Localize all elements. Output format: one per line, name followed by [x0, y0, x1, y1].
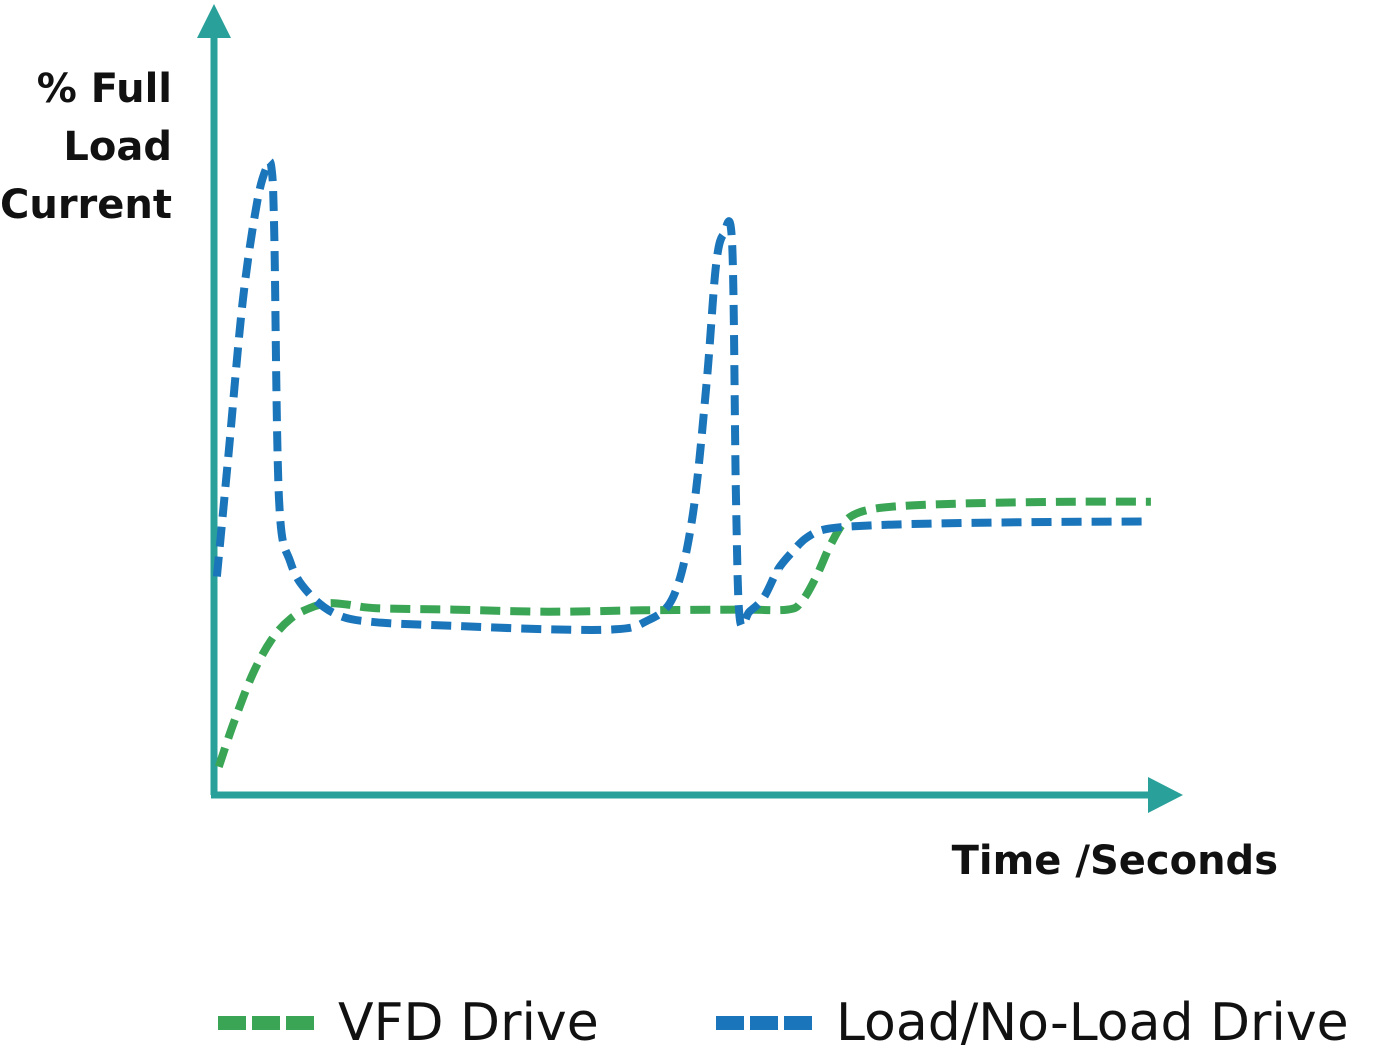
y-axis-label-line-3: Current [0, 182, 172, 228]
y-axis-label-line-1: % Full [36, 66, 172, 112]
series-line-load-no-load-drive [212, 157, 1151, 634]
y-axis-arrow-icon [197, 4, 231, 38]
legend-label-vfd: VFD Drive [338, 993, 599, 1053]
y-axis-label-line-2: Load [63, 124, 172, 170]
x-axis-arrow-icon [1148, 777, 1183, 813]
legend-label-load: Load/No-Load Drive [836, 993, 1349, 1053]
legend-swatch-vfd [218, 1016, 314, 1030]
legend-item-load: Load/No-Load Drive [716, 988, 1349, 1058]
x-axis-label: Time /Seconds [951, 838, 1278, 884]
series-layer [212, 157, 1151, 769]
series-line-vfd-drive [215, 497, 1151, 769]
axes [197, 4, 1183, 813]
legend-item-vfd: VFD Drive [218, 988, 599, 1058]
legend: VFD Drive Load/No-Load Drive [0, 988, 1384, 1058]
legend-swatch-load [716, 1016, 812, 1030]
